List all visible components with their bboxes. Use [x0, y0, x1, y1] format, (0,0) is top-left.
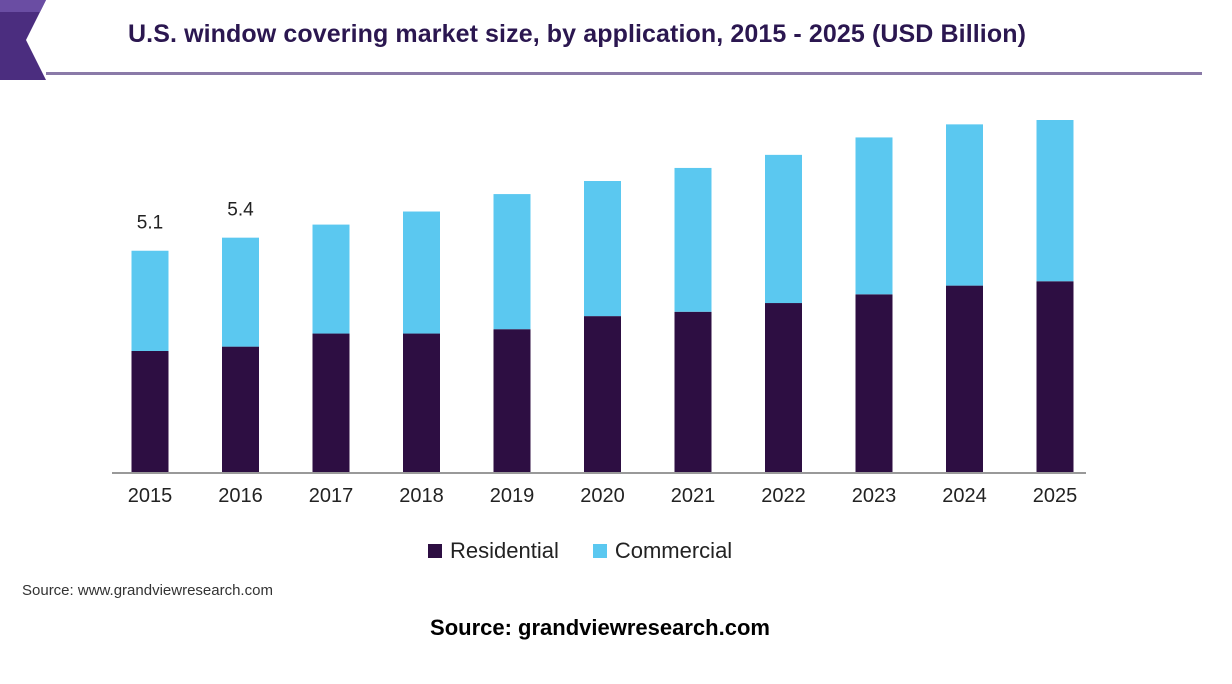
- bar-group: [131, 120, 1074, 473]
- chart-header: U.S. window covering market size, by app…: [0, 0, 1232, 80]
- bar-residential-2017: [312, 333, 350, 473]
- bar-residential-2025: [1036, 281, 1074, 473]
- bar-residential-2024: [946, 285, 983, 473]
- bar-commercial-2017: [312, 224, 350, 334]
- bar-commercial-2024: [946, 124, 983, 286]
- bar-commercial-2020: [584, 181, 621, 317]
- legend-label-residential: Residential: [450, 538, 559, 563]
- bar-commercial-2018: [403, 211, 440, 334]
- data-label-2016: 5.4: [227, 200, 254, 221]
- legend-item-commercial: Commercial: [592, 538, 733, 564]
- bar-commercial-2021: [674, 167, 712, 312]
- bar-commercial-2022: [765, 154, 802, 304]
- bar-residential-2018: [403, 333, 440, 473]
- title-divider: [46, 72, 1202, 75]
- x-tick-label-2024: 2024: [942, 485, 987, 507]
- bar-residential-2020: [584, 316, 621, 473]
- source-note: Source: www.grandviewresearch.com: [22, 582, 273, 599]
- bar-residential-2015: [131, 350, 169, 473]
- data-label-2015: 5.1: [137, 213, 163, 234]
- x-tick-labels: 2015 2016 2017 2018 2019 2020 2021 2022 2023 2024…: [128, 485, 1078, 507]
- legend-label-commercial: Commercial: [614, 538, 733, 563]
- x-tick-label-2015: 2015: [128, 485, 173, 507]
- chart-legend: Residential Commercial: [428, 538, 732, 564]
- stacked-bar-chart: 2015 2016 2017 2018 2019 2020 2021 2022 2023 2024…: [112, 120, 1086, 507]
- x-tick-label-2022: 2022: [761, 485, 806, 507]
- data-labels: 5.1 5.4: [137, 200, 254, 234]
- x-tick-label-2020: 2020: [580, 485, 625, 507]
- bar-commercial-2025: [1036, 120, 1074, 282]
- bar-residential-2023: [855, 294, 893, 473]
- x-tick-label-2018: 2018: [399, 485, 444, 507]
- bar-commercial-2019: [493, 194, 531, 330]
- legend-item-residential: Residential: [428, 538, 559, 564]
- grand-view-logo-icon: [0, 0, 46, 80]
- x-tick-label-2019: 2019: [490, 485, 535, 507]
- chart-title: U.S. window covering market size, by app…: [128, 20, 1027, 48]
- bar-residential-2022: [765, 303, 802, 473]
- x-tick-label-2017: 2017: [309, 485, 354, 507]
- x-tick-label-2021: 2021: [671, 485, 716, 507]
- legend-swatch-residential: [428, 544, 442, 558]
- bar-commercial-2016: [222, 237, 259, 347]
- source-caption: Source: grandviewresearch.com: [430, 615, 770, 640]
- x-tick-label-2023: 2023: [852, 485, 897, 507]
- x-tick-label-2016: 2016: [218, 485, 263, 507]
- bar-residential-2019: [493, 329, 531, 473]
- bar-commercial-2023: [855, 137, 893, 295]
- bar-commercial-2015: [131, 250, 169, 351]
- bar-residential-2021: [674, 311, 712, 473]
- bar-residential-2016: [222, 346, 259, 473]
- legend-swatch-commercial: [592, 544, 607, 558]
- x-tick-label-2025: 2025: [1033, 485, 1078, 507]
